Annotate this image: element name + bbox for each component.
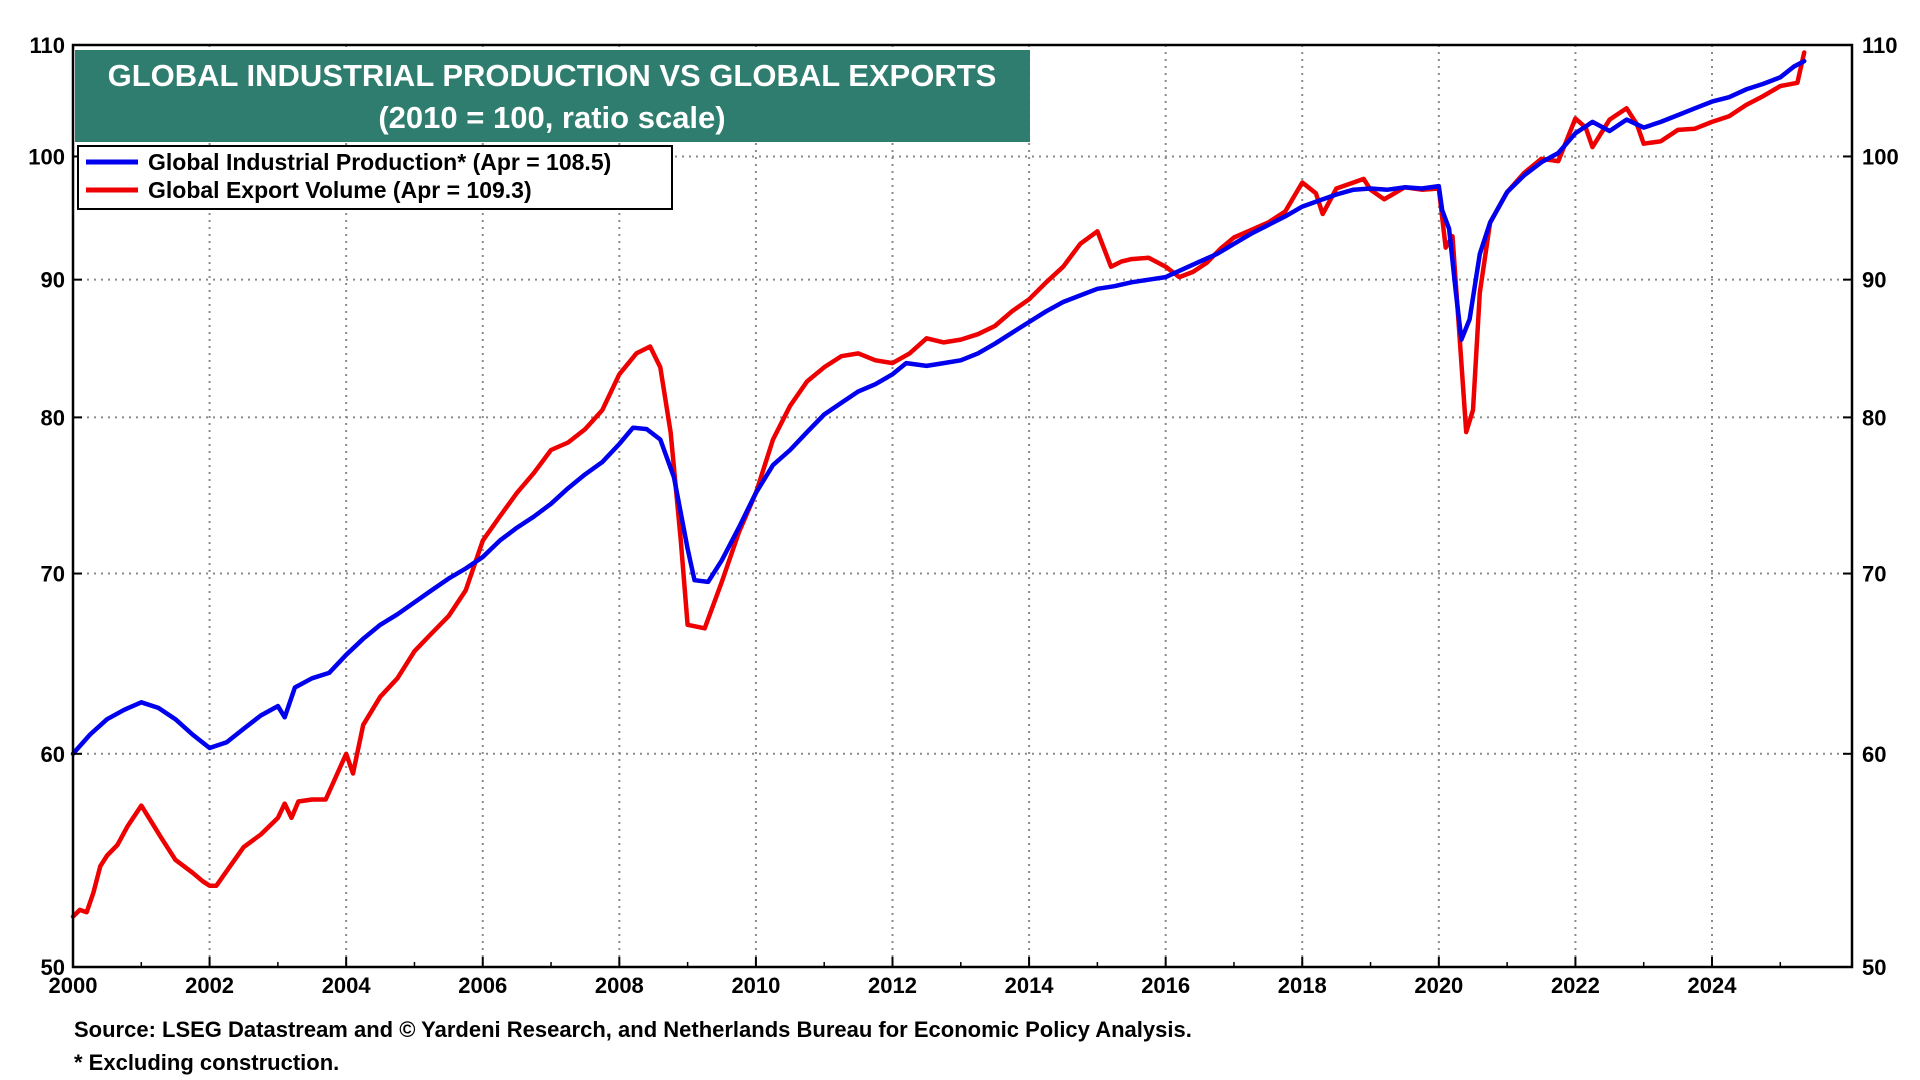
legend: Global Industrial Production* (Apr = 108… [77, 145, 673, 210]
y-tick-label-left: 70 [41, 562, 65, 587]
x-tick-label: 2006 [458, 973, 507, 998]
y-tick-label-left: 60 [41, 742, 65, 767]
axis-ticks: 50 50 60 60 70 70 80 80 90 90 100 100 110 110 2000 2002… [28, 33, 1898, 998]
y-tick-label-right: 100 [1862, 144, 1899, 169]
y-tick-label-right: 90 [1862, 268, 1886, 293]
footnote: * Excluding construction. [74, 1050, 340, 1075]
y-tick-label-left: 100 [28, 144, 65, 169]
x-tick-label: 2000 [49, 973, 98, 998]
x-tick-label: 2012 [868, 973, 917, 998]
chart-title: GLOBAL INDUSTRIAL PRODUCTION VS GLOBAL E… [108, 58, 997, 93]
series-lines [70, 50, 1807, 919]
legend-box [77, 145, 673, 210]
x-tick-label: 2022 [1551, 973, 1600, 998]
x-tick-label: 2018 [1278, 973, 1327, 998]
x-tick-label: 2024 [1688, 973, 1738, 998]
y-tick-label-right: 110 [1862, 33, 1898, 58]
y-tick-label-left: 90 [41, 268, 65, 293]
x-tick-label: 2014 [1005, 973, 1055, 998]
title-background [75, 50, 1030, 142]
chart-subtitle: (2010 = 100, ratio scale) [378, 100, 725, 135]
source-note: Source: LSEG Datastream and © Yardeni Re… [74, 1017, 1192, 1042]
y-tick-label-left: 80 [41, 405, 65, 430]
y-tick-label-right: 80 [1862, 405, 1886, 430]
grid-lines [73, 45, 1852, 967]
x-tick-label: 2008 [595, 973, 644, 998]
x-tick-label: 2020 [1414, 973, 1463, 998]
x-tick-label: 2016 [1141, 973, 1190, 998]
y-tick-label-left: 50 [41, 955, 65, 980]
legend-label-exports: Global Export Volume (Apr = 109.3) [148, 177, 532, 203]
y-tick-label-left: 110 [30, 33, 66, 58]
title-box: GLOBAL INDUSTRIAL PRODUCTION VS GLOBAL E… [75, 50, 1030, 142]
x-tick-label: 2010 [731, 973, 780, 998]
plot-frame [71, 43, 1854, 969]
x-tick-label: 2004 [322, 973, 372, 998]
y-tick-label-right: 60 [1862, 742, 1886, 767]
legend-label-ip: Global Industrial Production* (Apr = 108… [148, 149, 611, 175]
y-tick-label-right: 70 [1862, 562, 1886, 587]
x-tick-label: 2002 [185, 973, 234, 998]
series-line-industrial-production [70, 58, 1807, 757]
y-tick-label-right: 50 [1862, 955, 1886, 980]
